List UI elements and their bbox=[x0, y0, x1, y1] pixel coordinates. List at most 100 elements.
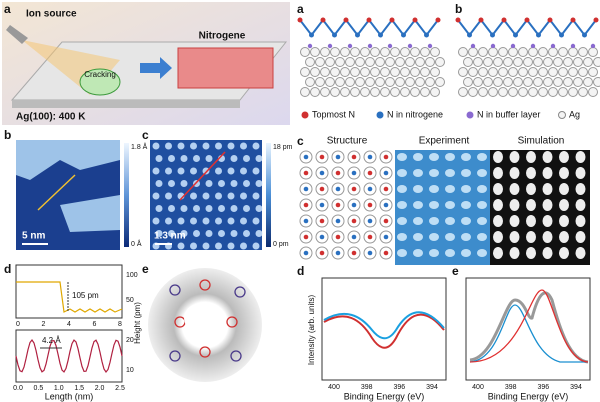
model-n bbox=[319, 218, 325, 224]
stm-spot bbox=[180, 205, 188, 212]
model-atom bbox=[315, 198, 329, 212]
model-n bbox=[351, 250, 357, 256]
model-n bbox=[319, 202, 325, 208]
ag-atom bbox=[380, 47, 390, 57]
ag-atom bbox=[468, 87, 478, 97]
ag-atom bbox=[335, 77, 345, 87]
ag-atom bbox=[430, 87, 440, 97]
model-atom bbox=[379, 230, 393, 244]
ag-atom bbox=[310, 87, 320, 97]
ag-atom bbox=[478, 87, 488, 97]
sim-spot bbox=[575, 215, 586, 227]
exp-spot bbox=[477, 169, 487, 177]
exp-spot bbox=[429, 153, 439, 161]
exp-spot bbox=[429, 169, 439, 177]
sim-spot bbox=[526, 231, 536, 243]
ag-atom bbox=[563, 57, 573, 67]
tick-label: 398 bbox=[505, 384, 517, 391]
ag-atom bbox=[400, 67, 410, 77]
model-n bbox=[303, 202, 309, 208]
stm-spot bbox=[227, 217, 235, 225]
ag-atom bbox=[528, 67, 538, 77]
n-atom bbox=[478, 17, 484, 23]
stm-spot bbox=[227, 192, 235, 200]
exp-spot bbox=[477, 249, 487, 257]
sim-spot bbox=[526, 247, 536, 259]
ag-atom bbox=[533, 57, 543, 67]
panel-label: b bbox=[455, 2, 462, 16]
ag-atom bbox=[578, 87, 588, 97]
panel-label: b bbox=[4, 128, 11, 142]
exp-spot bbox=[413, 185, 423, 193]
model-n bbox=[351, 154, 357, 160]
ag-atom bbox=[360, 47, 370, 57]
ag-atom bbox=[430, 67, 440, 77]
scale-label: 1.3 nm bbox=[154, 231, 186, 242]
n-atom bbox=[593, 17, 599, 23]
ag-atom bbox=[410, 67, 420, 77]
ag-atom bbox=[305, 77, 315, 87]
stm-spot bbox=[190, 167, 197, 175]
ag-atom bbox=[350, 87, 360, 97]
terrace bbox=[60, 195, 120, 232]
ag-atom bbox=[558, 47, 568, 57]
ag-atom bbox=[568, 87, 578, 97]
label: Ag(100): 400 K bbox=[16, 112, 86, 123]
ag-atom bbox=[320, 67, 330, 77]
sim-spot bbox=[526, 183, 536, 195]
sim-spot bbox=[575, 231, 586, 243]
model-atom bbox=[331, 150, 345, 164]
tick-label: 394 bbox=[426, 384, 438, 391]
stm-spot bbox=[202, 142, 210, 150]
ag-atom bbox=[478, 47, 488, 57]
n-atom bbox=[559, 32, 564, 38]
model-atom bbox=[299, 198, 313, 212]
exp-spot bbox=[461, 185, 471, 193]
ag-atom bbox=[340, 47, 350, 57]
sim-spot bbox=[575, 151, 586, 163]
ag-atom bbox=[463, 77, 473, 87]
sim-spot bbox=[542, 183, 553, 195]
stm-spot bbox=[215, 242, 222, 250]
model-n bbox=[351, 186, 357, 192]
legend-label: Topmost N bbox=[312, 109, 355, 119]
ag-atom bbox=[583, 77, 593, 87]
spot-marker bbox=[226, 316, 238, 328]
exp-spot bbox=[445, 153, 455, 161]
ag-atom bbox=[493, 77, 503, 87]
buffer-n bbox=[307, 43, 313, 49]
tick-label: 400 bbox=[328, 384, 340, 391]
annotation: 4.2 Å bbox=[42, 336, 61, 345]
panel-label: e bbox=[142, 262, 149, 276]
ag-atom bbox=[400, 87, 410, 97]
stm-spot bbox=[205, 155, 213, 162]
ag-atom bbox=[553, 57, 563, 67]
legend-swatch bbox=[558, 111, 566, 119]
sim-spot bbox=[559, 199, 569, 211]
stm-spot bbox=[218, 230, 225, 237]
ag-atom bbox=[375, 77, 385, 87]
ag-atom bbox=[310, 47, 320, 57]
ag-atom bbox=[390, 87, 400, 97]
model-n bbox=[367, 250, 373, 256]
ag-atom bbox=[300, 47, 310, 57]
model-atom bbox=[379, 214, 393, 228]
ag-atom bbox=[345, 57, 355, 67]
ag-atom bbox=[538, 87, 548, 97]
exp-spot bbox=[461, 249, 471, 257]
model-atom bbox=[315, 166, 329, 180]
ag-atom bbox=[588, 67, 598, 77]
model-n bbox=[303, 218, 309, 224]
ag-atom bbox=[390, 47, 400, 57]
ag-atom bbox=[508, 67, 518, 77]
ag-atom bbox=[420, 67, 430, 77]
stm-spot bbox=[240, 142, 247, 150]
sim-spot bbox=[509, 247, 520, 259]
stm-spot bbox=[152, 217, 160, 225]
sim-spot bbox=[542, 151, 553, 163]
model-n bbox=[383, 218, 389, 224]
buffer-n bbox=[347, 43, 353, 49]
sim-spot bbox=[493, 215, 503, 227]
sim-spot bbox=[493, 247, 503, 259]
ag-atom bbox=[538, 67, 548, 77]
